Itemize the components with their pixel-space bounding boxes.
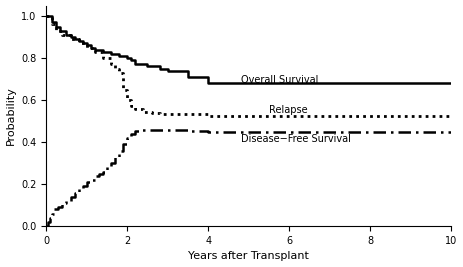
Y-axis label: Probability: Probability (6, 87, 16, 145)
Text: Disease−Free Survival: Disease−Free Survival (241, 134, 350, 144)
X-axis label: Years after Transplant: Years after Transplant (188, 252, 309, 261)
Text: Overall Survival: Overall Survival (241, 75, 318, 85)
Text: Relapse: Relapse (269, 105, 307, 115)
